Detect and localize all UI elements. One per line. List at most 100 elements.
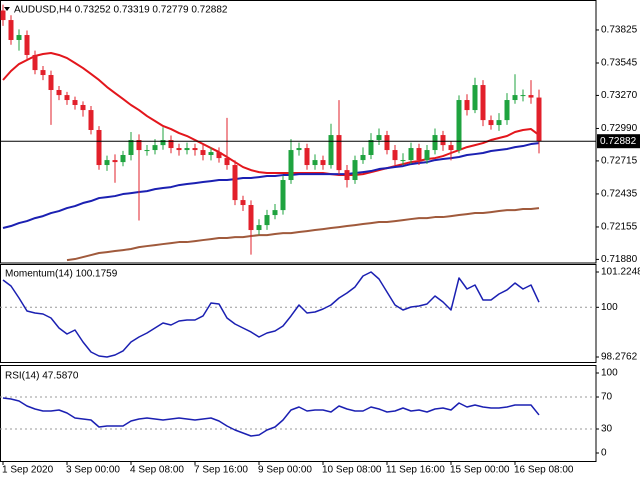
y-tick-label: 0.73825	[601, 25, 638, 36]
candle-body	[488, 120, 494, 126]
candle-body	[424, 150, 430, 161]
candle-body	[192, 148, 198, 151]
rsi-panel-frame	[0, 365, 597, 462]
candle-body	[128, 140, 134, 156]
momentum-panel-frame	[0, 264, 597, 363]
candle-body	[64, 95, 70, 101]
x-tick-label: 16 Sep 08:00	[514, 465, 574, 476]
candle-body	[528, 95, 534, 98]
y-tick-label: 30	[601, 424, 613, 435]
rsi-title: RSI(14) 47.5870	[5, 371, 79, 382]
candle-body	[344, 170, 350, 181]
candle-body	[88, 110, 94, 130]
candle-body	[296, 148, 302, 151]
x-tick-label: 4 Sep 08:00	[130, 465, 184, 476]
candle-body	[456, 100, 462, 151]
candle-body	[0, 10, 6, 21]
candle-body	[152, 145, 158, 151]
candle-body	[480, 85, 486, 121]
moving-average	[2, 51, 540, 177]
y-tick-label: 0.73545	[601, 58, 638, 69]
candle-body	[328, 135, 334, 166]
y-tick-label: 70	[601, 392, 613, 403]
candle-body	[160, 140, 166, 146]
candle-body	[392, 150, 398, 161]
candle-body	[520, 95, 526, 97]
candle-body	[368, 140, 374, 156]
candle-body	[96, 129, 102, 166]
candle-body	[256, 225, 262, 231]
moving-average	[66, 207, 540, 262]
x-tick-label: 1 Sep 2020	[2, 465, 54, 476]
x-tick-label: 9 Sep 00:00	[258, 465, 312, 476]
y-tick-label: 98.2762	[601, 352, 638, 363]
y-tick-label: 101.2248	[601, 267, 640, 278]
candle-body	[272, 210, 278, 216]
candle-body	[216, 152, 222, 159]
candle-body	[400, 160, 406, 162]
y-tick-label: 100	[601, 302, 618, 313]
x-tick-label: 10 Sep 08:00	[322, 465, 382, 476]
plot-layer: 0.73825 0.73545 0.73270 0.72990 0.72715 0.724…	[0, 4, 640, 476]
y-tick-label: 0.73270	[601, 90, 638, 101]
candle-body	[184, 148, 190, 151]
y-tick-label: 0.72435	[601, 189, 638, 200]
candle-body	[32, 54, 38, 71]
candle-body	[80, 104, 86, 111]
y-tick-label: 100	[601, 368, 618, 379]
candle-body	[472, 85, 478, 111]
candle-body	[384, 135, 390, 151]
y-tick-label: 0	[601, 448, 607, 459]
candle-body	[448, 145, 454, 151]
candle-body	[120, 155, 126, 163]
indicator-plot	[2, 397, 540, 437]
candle-body	[144, 150, 150, 152]
candle-body	[112, 160, 118, 163]
price-plot	[0, 4, 542, 262]
candle-body	[280, 180, 286, 211]
candle-body	[248, 205, 254, 231]
indicator-line	[2, 271, 540, 358]
candle-body	[24, 35, 30, 55]
candle-body	[288, 150, 294, 181]
candle-body	[136, 140, 142, 151]
x-tick-label: 7 Sep 16:00	[194, 465, 248, 476]
x-tick-label: 3 Sep 00:00	[66, 465, 120, 476]
candle-body	[496, 120, 502, 126]
candle-body	[320, 160, 326, 166]
last-price-label: 0.72882	[600, 136, 637, 147]
candle-body	[536, 97, 542, 142]
candle-body	[16, 35, 22, 40]
candle-body	[408, 148, 414, 161]
candle-body	[48, 75, 54, 91]
candle-body	[512, 95, 518, 101]
x-tick-label: 11 Sep 16:00	[386, 465, 445, 476]
candle-body	[360, 155, 366, 161]
momentum-title: Momentum(14) 100.1759	[5, 269, 118, 280]
candle-body	[336, 135, 342, 171]
candle-body	[72, 100, 78, 105]
candle-body	[224, 158, 230, 166]
candle-body	[304, 148, 310, 166]
candle-body	[352, 160, 358, 181]
candle-body	[432, 135, 438, 151]
candle-body	[8, 20, 14, 40]
symbol-menu-arrow[interactable]	[4, 7, 10, 11]
candle-body	[56, 90, 62, 96]
price-panel-frame	[0, 0, 597, 264]
candle-body	[232, 165, 238, 201]
y-tick-label: 0.72715	[601, 156, 638, 167]
y-tick-label: 0.72155	[601, 222, 638, 233]
candle-body	[264, 215, 270, 226]
y-tick-label: 0.72990	[601, 123, 638, 134]
indicator-plot	[2, 271, 540, 358]
candle-body	[208, 152, 214, 156]
indicator-line	[2, 397, 540, 437]
candle-body	[376, 135, 382, 141]
candle-body	[104, 160, 110, 166]
candle-body	[504, 100, 510, 121]
candle-body	[200, 150, 206, 156]
